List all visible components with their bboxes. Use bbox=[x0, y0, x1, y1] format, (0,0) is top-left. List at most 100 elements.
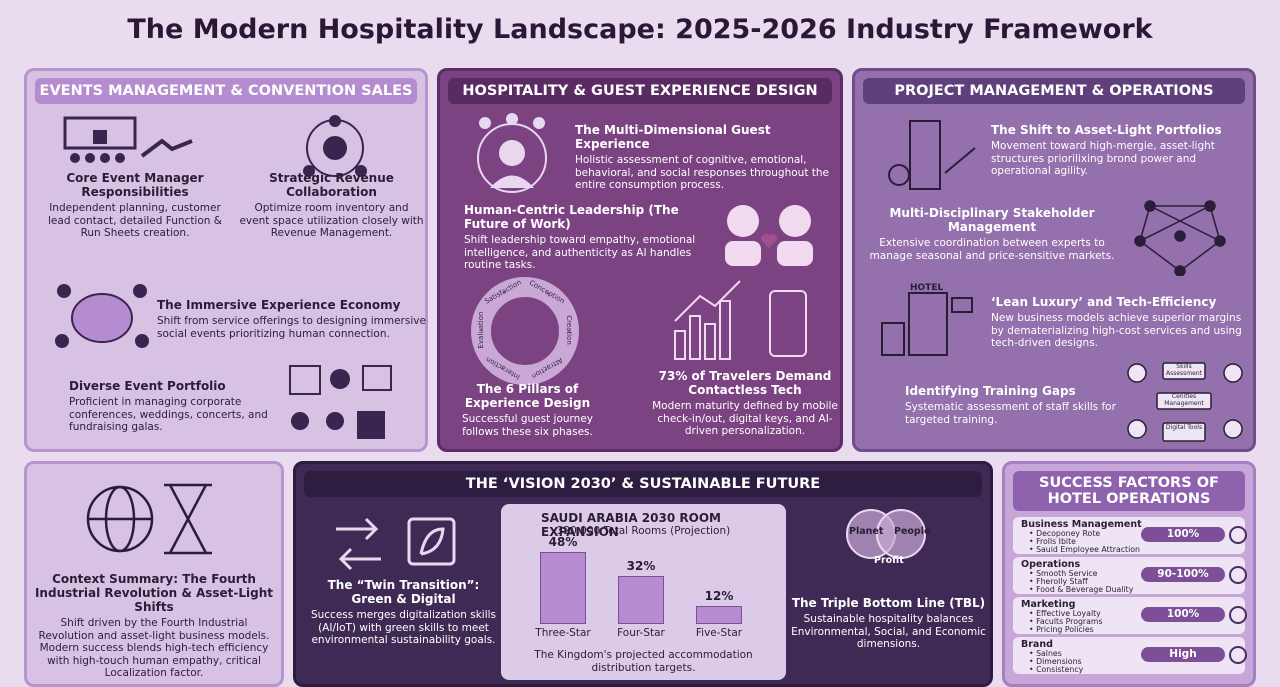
project-panel: PROJECT MANAGEMENT & OPERATIONS The Shif… bbox=[852, 68, 1256, 452]
text: 73% of Travelers Demand Contactless Tech bbox=[658, 369, 832, 397]
icon bbox=[303, 115, 367, 177]
text: Independent planning, customer lead cont… bbox=[48, 202, 222, 239]
factor-row: Business ManagementDecoponey RoteFrolls … bbox=[1013, 517, 1247, 555]
text: Strategic Revenue Collaboration bbox=[269, 171, 394, 199]
factor-item: Pricing Policies bbox=[1029, 625, 1094, 635]
text: New business models achieve superior mar… bbox=[991, 312, 1242, 349]
value-label: 12% bbox=[704, 589, 734, 603]
icon bbox=[725, 205, 813, 266]
icon bbox=[1229, 646, 1247, 664]
bar bbox=[696, 606, 742, 624]
icon bbox=[140, 138, 193, 158]
icon bbox=[86, 483, 212, 555]
text: Shift driven by the Fourth Industrial Re… bbox=[38, 617, 270, 679]
text: Core Event Manager Responsibilities bbox=[66, 171, 204, 199]
text: Shift from service offerings to designin… bbox=[157, 315, 426, 340]
text: Diverse Event Portfolio bbox=[69, 379, 226, 393]
text: Context Summary: The Fourth Industrial R… bbox=[34, 572, 274, 614]
text: The Triple Bottom Line (TBL) bbox=[791, 596, 986, 610]
text: Identifying Training Gaps bbox=[905, 384, 1076, 398]
text: The “Twin Transition”: Green & Digital bbox=[327, 578, 480, 606]
factor-item: Fherolly Staff bbox=[1029, 577, 1088, 587]
factor-row: OperationsSmooth ServiceFherolly StaffFo… bbox=[1013, 557, 1247, 594]
factor-row: BrandSalnesDimensionsConsistency High bbox=[1013, 637, 1247, 675]
category-label: Five-Star bbox=[695, 627, 743, 639]
context-panel: Context Summary: The Fourth Industrial R… bbox=[24, 461, 284, 687]
text: Shift leadership toward empathy, emotion… bbox=[464, 234, 696, 271]
chart-subtitle: 320,000 Total Rooms (Projection) bbox=[556, 525, 731, 537]
text: Sustainable hospitality balances Environ… bbox=[791, 613, 986, 650]
text: Human-Centric Leadership (The Future of … bbox=[464, 203, 679, 231]
text: Proficient in managing corporate confere… bbox=[69, 396, 268, 433]
text: Modern maturity defined by mobile check-… bbox=[652, 400, 838, 437]
icon bbox=[888, 120, 976, 190]
text: Multi-Disciplinary Stakeholder Managemen… bbox=[889, 206, 1095, 234]
item: Core Event Manager Responsibilities Indep… bbox=[45, 171, 225, 240]
text: Movement toward high-mergie, asset-light… bbox=[991, 140, 1215, 177]
venn-label: Profit bbox=[874, 555, 904, 566]
icon bbox=[55, 284, 149, 348]
text: The 6 Pillars of Experience Design bbox=[464, 382, 591, 410]
text: Success merges digitalization skills (AI… bbox=[310, 609, 497, 646]
panel-heading: EVENTS MANAGEMENT & CONVENTION SALES bbox=[35, 78, 417, 104]
rating-pill: 90-100% bbox=[1141, 567, 1225, 582]
text: ‘Lean Luxury’ and Tech-Efficiency bbox=[991, 295, 1217, 309]
rating-pill: High bbox=[1141, 647, 1225, 662]
factor-item: Smooth Service bbox=[1029, 569, 1097, 579]
factor-item: Sauid Employee Attraction bbox=[1029, 545, 1140, 555]
item: Diverse Event Portfolio Proficient in man… bbox=[69, 379, 299, 434]
item: The Multi-Dimensional Guest Experience Ho… bbox=[575, 123, 833, 192]
events-panel: EVENTS MANAGEMENT & CONVENTION SALES Cor… bbox=[24, 68, 428, 452]
text: Systematic assessment of staff skills fo… bbox=[905, 401, 1116, 426]
page-title: The Modern Hospitality Landscape: 2025-2… bbox=[127, 14, 1153, 45]
item: The Shift to Asset-Light Portfolios Movem… bbox=[991, 123, 1246, 178]
factor-item: Frolls Ibite bbox=[1029, 537, 1076, 547]
text: Optimize room inventory and event space … bbox=[239, 202, 424, 239]
item: Strategic Revenue Collaboration Optimize … bbox=[239, 171, 424, 240]
item: Context Summary: The Fourth Industrial R… bbox=[33, 572, 275, 680]
venn-label: People bbox=[894, 526, 931, 537]
item: 73% of Travelers Demand Contactless Tech… bbox=[650, 369, 840, 438]
text: Holistic assessment of cognitive, emotio… bbox=[575, 154, 829, 191]
vision-panel: THE ‘VISION 2030’ & SUSTAINABLE FUTURE T… bbox=[293, 461, 993, 687]
chart-caption: The Kingdom's projected accommodation di… bbox=[534, 649, 753, 674]
venn-label: Planet bbox=[849, 526, 884, 537]
item: The Immersive Experience Economy Shift fr… bbox=[157, 298, 427, 340]
node-label: Skills Assessment bbox=[1166, 363, 1202, 377]
text: Extensive coordination between experts t… bbox=[869, 237, 1115, 262]
factor-name: Marketing bbox=[1021, 599, 1076, 610]
text: The Shift to Asset-Light Portfolios bbox=[991, 123, 1222, 137]
panel-heading: HOSPITALITY & GUEST EXPERIENCE DESIGN bbox=[448, 78, 832, 104]
factor-item: Consistency bbox=[1029, 665, 1083, 675]
icon bbox=[1127, 362, 1243, 442]
item: Multi-Disciplinary Stakeholder Managemen… bbox=[867, 206, 1117, 262]
factor-item: Effective Loyalty bbox=[1029, 609, 1101, 619]
pillar-label: Satisfaction bbox=[483, 278, 523, 306]
icon bbox=[881, 292, 973, 356]
panel-heading: SUCCESS FACTORS OF HOTEL OPERATIONS bbox=[1013, 471, 1245, 511]
room-chart: SAUDI ARABIA 2030 ROOM EXPANSION 320,000… bbox=[501, 504, 786, 680]
item: The Triple Bottom Line (TBL) Sustainable … bbox=[791, 596, 986, 651]
icon bbox=[63, 116, 137, 163]
icon bbox=[1229, 566, 1247, 584]
value-label: 32% bbox=[626, 559, 656, 573]
factor-item: Salnes bbox=[1029, 649, 1062, 659]
factor-row: MarketingEffective LoyaltyFacults Progra… bbox=[1013, 597, 1247, 635]
pillar-labels: Conception Creation Attraction Interaction E… bbox=[470, 276, 580, 386]
factor-name: Brand bbox=[1021, 639, 1053, 650]
category-label: Four-Star bbox=[617, 627, 665, 639]
hotel-sign: HOTEL bbox=[910, 283, 944, 293]
icon bbox=[336, 517, 456, 571]
factor-name: Business Management bbox=[1021, 519, 1142, 530]
node-label: Digital Tools bbox=[1165, 424, 1203, 431]
icon bbox=[477, 113, 547, 193]
factor-item: Dimensions bbox=[1029, 657, 1082, 667]
value-label: 48% bbox=[548, 535, 578, 549]
panel-heading: THE ‘VISION 2030’ & SUSTAINABLE FUTURE bbox=[304, 471, 982, 497]
factor-item: Decoponey Rote bbox=[1029, 529, 1100, 539]
text: The Immersive Experience Economy bbox=[157, 298, 401, 312]
item: Identifying Training Gaps Systematic asse… bbox=[905, 384, 1120, 426]
item: The “Twin Transition”: Green & Digital Su… bbox=[306, 578, 501, 647]
chart-title: SAUDI ARABIA 2030 ROOM EXPANSION bbox=[541, 511, 721, 539]
